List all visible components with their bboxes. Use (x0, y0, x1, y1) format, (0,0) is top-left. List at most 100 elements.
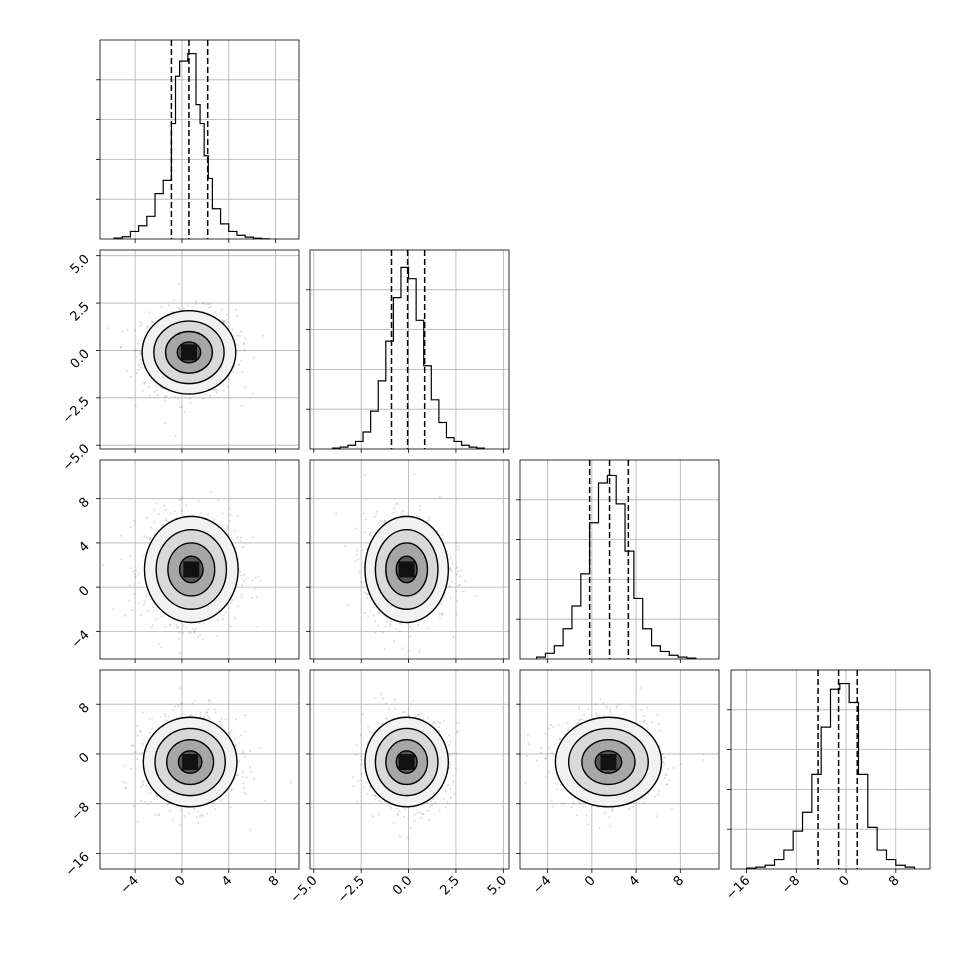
sample-point (413, 813, 417, 816)
sample-point (179, 808, 183, 811)
sample-point (373, 620, 377, 623)
sample-point (527, 741, 530, 744)
sample-point (453, 792, 456, 795)
sample-point (457, 548, 460, 552)
sample-point (210, 804, 214, 808)
contour-line (176, 341, 202, 364)
sample-point (155, 617, 159, 620)
sample-point (168, 809, 171, 812)
sample-point (137, 342, 140, 345)
sample-point (188, 397, 191, 400)
sample-point (167, 304, 170, 307)
sample-point (228, 731, 232, 734)
sample-point (240, 596, 243, 599)
sample-point (544, 757, 547, 760)
sample-point (572, 802, 575, 805)
sample-point (123, 614, 127, 617)
sample-point (176, 625, 180, 629)
sample-point (456, 599, 459, 603)
sample-point (454, 767, 458, 770)
sample-point (134, 574, 137, 577)
sample-point (234, 546, 238, 549)
sample-point (145, 516, 148, 519)
sample-point (175, 624, 178, 627)
sample-point (234, 718, 237, 721)
sample-point (178, 631, 181, 634)
sample-point (418, 651, 421, 654)
sample-point (131, 744, 135, 748)
sample-point (379, 692, 382, 696)
sample-point (360, 755, 363, 758)
sample-point (173, 705, 176, 708)
sample-point (206, 303, 209, 306)
sample-point (154, 813, 157, 816)
sample-point (237, 514, 240, 518)
sample-point (416, 713, 420, 716)
sample-point (236, 774, 239, 777)
sample-point (437, 725, 440, 729)
sample-point (376, 611, 379, 614)
sample-point (418, 811, 421, 814)
sample-point (378, 612, 381, 615)
sample-point (447, 744, 451, 747)
sample-point (409, 635, 412, 638)
sample-point (135, 348, 138, 351)
sample-point (141, 783, 145, 787)
sample-point (352, 785, 355, 788)
sample-point (357, 558, 360, 561)
sample-point (239, 539, 242, 543)
sample-point (134, 328, 137, 332)
sample-point (214, 388, 217, 391)
sample-point (142, 603, 146, 606)
sample-point (160, 614, 163, 618)
sample-point (162, 504, 166, 507)
sample-point (213, 311, 217, 314)
sample-point (210, 491, 213, 494)
sample-point (214, 711, 217, 714)
sample-point (204, 393, 207, 396)
sample-point (389, 623, 392, 626)
sample-point (586, 823, 589, 826)
sample-point (611, 808, 614, 811)
sample-point (242, 579, 245, 582)
sample-point (120, 346, 123, 349)
histogram-step (332, 266, 485, 449)
sample-point (165, 719, 168, 722)
sample-point (234, 616, 237, 619)
sample-point (183, 410, 186, 413)
sample-point (566, 722, 569, 725)
sample-point (242, 341, 245, 345)
sample-point (242, 771, 245, 774)
sample-point (180, 496, 183, 499)
sample-point (136, 368, 140, 372)
sample-point (127, 599, 131, 602)
density-peak (182, 754, 199, 771)
sample-point (157, 725, 160, 728)
sample-point (241, 370, 244, 374)
sample-point (547, 770, 550, 774)
contour-line (153, 320, 225, 385)
sample-point (243, 386, 246, 389)
sample-point (188, 714, 192, 717)
sample-point (420, 817, 423, 820)
sample-point (412, 699, 415, 702)
sample-point (384, 702, 388, 705)
sample-point (197, 636, 200, 639)
sample-point (136, 820, 139, 824)
sample-point (388, 707, 391, 711)
sample-point (202, 397, 205, 401)
sample-point (355, 553, 358, 556)
sample-point (242, 786, 246, 790)
sample-point (548, 747, 551, 750)
sample-point (398, 629, 401, 632)
sample-point (449, 740, 452, 744)
sample-point (178, 406, 181, 409)
sample-point (244, 755, 247, 759)
sample-point (201, 301, 204, 304)
sample-point (228, 377, 231, 380)
sample-point (362, 786, 365, 789)
sample-point (163, 395, 167, 398)
sample-point (383, 648, 386, 651)
sample-point (136, 725, 139, 728)
sample-point (143, 382, 146, 385)
